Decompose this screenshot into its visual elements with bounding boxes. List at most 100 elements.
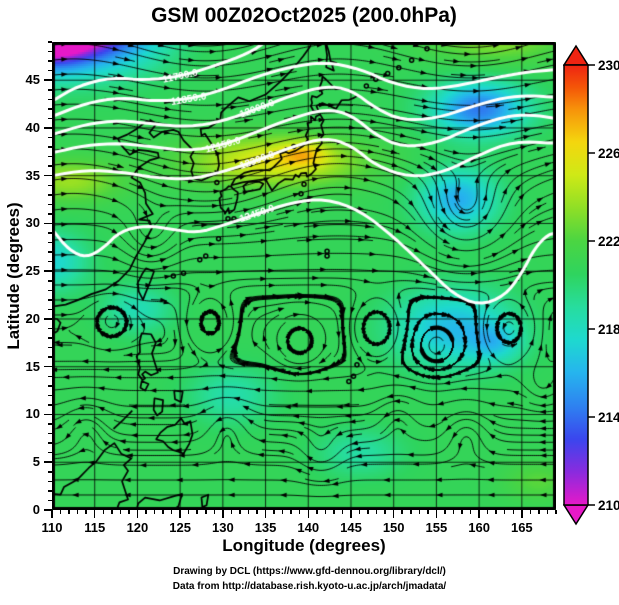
y-axis-tick bbox=[48, 471, 52, 473]
x-tick-label: 115 bbox=[84, 520, 106, 535]
y-axis-tick bbox=[48, 136, 52, 139]
y-axis-tick bbox=[48, 260, 52, 263]
x-axis-tick bbox=[162, 510, 164, 514]
y-axis-tick bbox=[48, 194, 52, 196]
x-axis-tick bbox=[478, 510, 480, 518]
x-axis-tick bbox=[358, 510, 361, 514]
x-axis-tick bbox=[119, 510, 122, 514]
x-axis-tick bbox=[461, 510, 463, 514]
y-axis-tick bbox=[44, 318, 52, 320]
y-axis-tick bbox=[48, 308, 52, 311]
x-axis-tick bbox=[187, 510, 190, 514]
y-axis-tick bbox=[48, 203, 52, 206]
x-axis-tick bbox=[230, 510, 233, 514]
x-tick-label: 165 bbox=[510, 520, 533, 535]
y-axis-tick bbox=[44, 509, 52, 511]
y-axis-tick bbox=[48, 289, 52, 292]
x-axis-tick bbox=[427, 510, 429, 514]
x-axis-tick bbox=[392, 510, 395, 518]
y-axis-tick bbox=[48, 451, 52, 454]
colorbar-tick-label: 226 bbox=[598, 146, 619, 161]
x-axis-tick bbox=[111, 510, 113, 514]
x-axis-tick bbox=[469, 510, 472, 514]
y-axis-tick bbox=[48, 337, 52, 339]
x-tick-label: 135 bbox=[254, 520, 277, 535]
y-tick-label: 5 bbox=[32, 454, 40, 470]
x-axis-tick bbox=[538, 510, 540, 514]
colorbar-tick-label: 222 bbox=[598, 234, 619, 249]
x-axis-tick bbox=[512, 510, 515, 514]
y-axis-tick bbox=[48, 394, 52, 397]
x-axis-tick bbox=[418, 510, 421, 514]
y-axis-tick bbox=[44, 413, 52, 416]
x-axis-tick bbox=[222, 510, 224, 518]
x-axis-tick bbox=[239, 510, 241, 514]
y-axis-tick bbox=[48, 385, 52, 387]
y-axis-tick bbox=[48, 117, 52, 120]
y-axis-tick bbox=[48, 356, 52, 358]
x-axis-tick bbox=[93, 510, 96, 518]
x-axis-tick bbox=[136, 510, 139, 518]
x-tick-label: 155 bbox=[425, 520, 448, 535]
x-axis-tick bbox=[367, 510, 369, 514]
y-axis-tick bbox=[48, 98, 52, 101]
y-axis-tick bbox=[44, 79, 52, 81]
x-axis-tick bbox=[264, 510, 267, 518]
colorbar-tick-label: 214 bbox=[598, 410, 619, 425]
x-axis-tick bbox=[333, 510, 335, 514]
y-tick-label: 45 bbox=[25, 72, 40, 88]
x-axis-tick bbox=[170, 510, 173, 514]
y-axis-tick bbox=[48, 404, 52, 406]
x-axis-tick bbox=[205, 510, 207, 514]
x-axis-tick bbox=[444, 510, 446, 514]
x-axis-tick bbox=[68, 510, 70, 514]
x-tick-label: 150 bbox=[382, 520, 405, 535]
y-axis-tick bbox=[48, 50, 52, 53]
x-axis-tick bbox=[153, 510, 156, 514]
x-axis-tick bbox=[435, 510, 438, 518]
y-axis-tick bbox=[48, 146, 52, 148]
x-tick-label: 120 bbox=[126, 520, 149, 535]
y-axis-tick bbox=[48, 499, 52, 502]
y-axis-tick bbox=[48, 490, 52, 492]
x-axis-tick bbox=[290, 510, 292, 514]
x-axis-tick bbox=[503, 510, 506, 514]
y-axis-tick bbox=[44, 174, 52, 177]
y-axis-tick bbox=[48, 41, 52, 43]
y-axis-tick bbox=[44, 222, 52, 225]
x-axis-tick bbox=[102, 510, 104, 514]
x-axis-tick bbox=[401, 510, 403, 514]
y-tick-label: 20 bbox=[25, 310, 40, 326]
x-axis-tick bbox=[521, 510, 523, 518]
credits: Drawing by DCL (https://www.gfd-dennou.o… bbox=[0, 564, 619, 594]
y-tick-label: 30 bbox=[25, 215, 40, 231]
y-tick-label: 25 bbox=[25, 263, 40, 279]
chart-title: GSM 00Z02Oct2025 (200.0hPa) bbox=[151, 4, 457, 27]
y-axis-tick bbox=[48, 442, 52, 444]
y-axis-tick bbox=[48, 155, 52, 158]
x-axis-tick bbox=[546, 510, 549, 514]
y-axis-tick bbox=[48, 69, 52, 72]
colorbar-tick-label: 218 bbox=[598, 322, 619, 337]
x-tick-label: 160 bbox=[468, 520, 490, 535]
x-axis-tick bbox=[307, 510, 310, 518]
y-axis-label: Latitude (degrees) bbox=[4, 202, 23, 350]
x-axis-tick bbox=[85, 510, 87, 514]
plot-area bbox=[52, 42, 556, 510]
colorbar-over-range-cap bbox=[562, 44, 590, 66]
y-tick-label: 15 bbox=[25, 358, 40, 374]
y-axis-tick bbox=[44, 461, 52, 463]
y-axis-tick bbox=[48, 184, 52, 186]
y-axis-tick bbox=[48, 299, 52, 301]
x-tick-label: 130 bbox=[211, 520, 234, 535]
x-axis-tick bbox=[555, 510, 557, 514]
colorbar-under-range-cap bbox=[562, 504, 590, 526]
x-axis-tick bbox=[486, 510, 489, 514]
x-axis-tick bbox=[298, 510, 301, 514]
y-axis-tick bbox=[48, 165, 52, 167]
x-axis-tick bbox=[375, 510, 378, 514]
y-tick-label: 40 bbox=[25, 119, 40, 135]
y-axis-tick bbox=[48, 251, 52, 253]
y-axis-tick bbox=[48, 241, 52, 244]
x-axis-tick bbox=[341, 510, 344, 514]
